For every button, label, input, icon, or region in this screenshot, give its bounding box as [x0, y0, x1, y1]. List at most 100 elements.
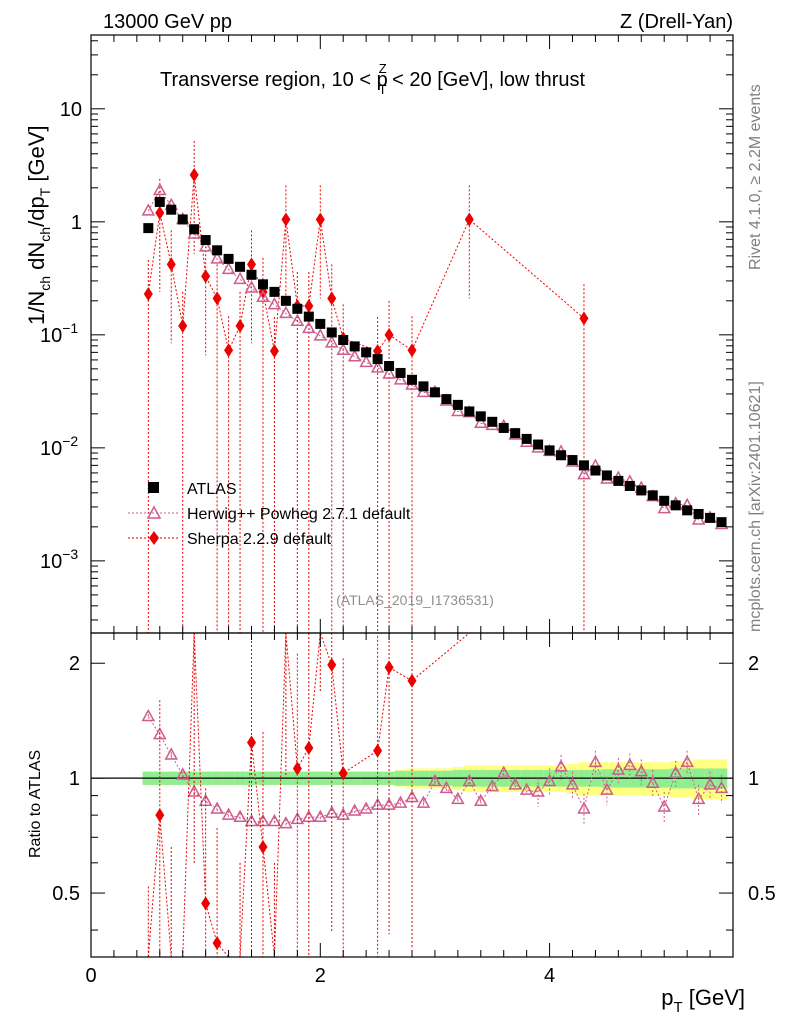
sherpa-point	[189, 167, 199, 182]
sherpa-ratio-point	[212, 935, 222, 950]
herwig-point	[198, 239, 213, 252]
herwig-point	[141, 203, 156, 216]
herwig-ratio-point	[634, 764, 649, 777]
herwig-point	[451, 403, 465, 417]
herwig-ratio-point	[508, 777, 522, 790]
y-tick-label-ratio: 2	[69, 653, 80, 675]
sherpa-point	[235, 318, 245, 333]
atlas-point	[303, 311, 314, 322]
herwig-ratio-point	[703, 777, 717, 790]
x-tick-label: 4	[544, 965, 555, 987]
legend-atlas-marker	[148, 482, 159, 493]
y-axis-label-ratio: Ratio to ATLAS	[27, 750, 44, 858]
analysis-id: (ATLAS_2019_I1736531)	[336, 592, 494, 608]
atlas-point	[361, 347, 372, 358]
atlas-point	[280, 295, 291, 306]
herwig-point	[221, 261, 236, 275]
sherpa-ratio-point	[373, 743, 383, 758]
sherpa-ratio-point	[155, 808, 165, 823]
atlas-point	[567, 455, 578, 466]
atlas-point	[143, 223, 154, 234]
herwig-ratio-point	[668, 765, 683, 778]
herwig-ratio-point	[680, 754, 694, 768]
atlas-point	[487, 416, 498, 427]
atlas-point	[705, 512, 716, 523]
atlas-point	[166, 204, 177, 215]
herwig-point	[233, 271, 247, 285]
chart-ticks: 0 2 4 10 1 10−1 10−2 10−3 2 2 1 1 0.5 0.5	[40, 35, 776, 987]
sherpa-ratio-point	[201, 896, 211, 911]
atlas-point	[498, 422, 509, 433]
atlas-point	[670, 500, 681, 511]
atlas-point	[177, 214, 188, 225]
sherpa-point	[143, 286, 153, 301]
herwig-point	[244, 280, 259, 293]
herwig-ratio-point	[691, 791, 706, 805]
atlas-point	[349, 341, 360, 352]
herwig-ratio-point	[313, 809, 328, 822]
sherpa-point	[269, 343, 279, 358]
herwig-ratio-point	[714, 780, 729, 794]
sherpa-point	[315, 212, 325, 227]
sherpa-point	[201, 269, 211, 284]
x-axis-label: pT [GeV]	[661, 985, 745, 1016]
sherpa-point	[384, 327, 394, 342]
herwig-ratio-point	[267, 813, 282, 827]
y-tick-label-ratio-right: 1	[748, 768, 759, 790]
herwig-ratio-point	[187, 784, 201, 797]
header-left: 13000 GeV pp	[103, 11, 232, 33]
mcplots-label: mcplots.cern.ch [arXiv:2401.10621]	[747, 381, 764, 632]
atlas-point	[601, 470, 612, 481]
atlas-point	[338, 335, 349, 346]
sherpa-ratio-point	[247, 735, 256, 750]
sherpa-point	[327, 291, 337, 306]
herwig-ratio-point	[623, 757, 637, 771]
sherpa-ratio-point	[384, 660, 394, 675]
atlas-point	[647, 490, 658, 501]
atlas-point	[372, 354, 383, 365]
herwig-point	[153, 182, 167, 196]
herwig-line	[147, 189, 722, 525]
atlas-point	[269, 286, 280, 297]
herwig-ratio-point	[416, 795, 431, 808]
atlas-point	[590, 465, 601, 476]
x-tick-label: 0	[85, 965, 96, 987]
legend-sherpa-label: Sherpa 2.2.9 default	[187, 531, 332, 548]
herwig-ratio-point	[485, 779, 500, 792]
herwig-ratio-point	[474, 793, 488, 806]
herwig-ratio-point	[324, 805, 339, 818]
sherpa-point	[247, 257, 256, 272]
atlas-point	[636, 485, 647, 496]
herwig-point	[290, 313, 305, 326]
sherpa-ratio-point	[292, 761, 302, 776]
herwig-ratio-point	[428, 773, 442, 787]
herwig-ratio-point	[611, 762, 626, 775]
herwig-point	[336, 342, 350, 356]
herwig-ratio-point	[175, 767, 190, 780]
herwig-ratio-point	[221, 807, 236, 820]
sherpa-point	[178, 318, 188, 333]
atlas-point	[452, 399, 463, 410]
legend-atlas-label: ATLAS	[187, 481, 237, 498]
atlas-point	[521, 433, 532, 444]
plot-subtitle: Transverse region, 10 < pZ T < 20 [GeV], …	[160, 61, 585, 97]
herwig-point	[691, 512, 706, 525]
herwig-ratio-point	[405, 789, 419, 803]
herwig-ratio-point	[519, 782, 534, 795]
herwig-ratio-point	[302, 809, 316, 822]
herwig-ratio-point	[279, 816, 293, 829]
atlas-point	[326, 327, 337, 338]
atlas-point	[578, 460, 589, 471]
atlas-point	[613, 475, 624, 486]
atlas-point	[418, 381, 429, 392]
atlas-point	[475, 411, 486, 422]
atlas-point	[407, 374, 417, 385]
herwig-ratio-point	[542, 773, 557, 787]
atlas-point	[544, 445, 555, 456]
sherpa-point	[212, 291, 222, 306]
chart-marks	[141, 140, 729, 958]
legend-herwig-marker	[146, 505, 162, 519]
herwig-point	[256, 289, 270, 303]
sherpa-point	[281, 212, 291, 227]
